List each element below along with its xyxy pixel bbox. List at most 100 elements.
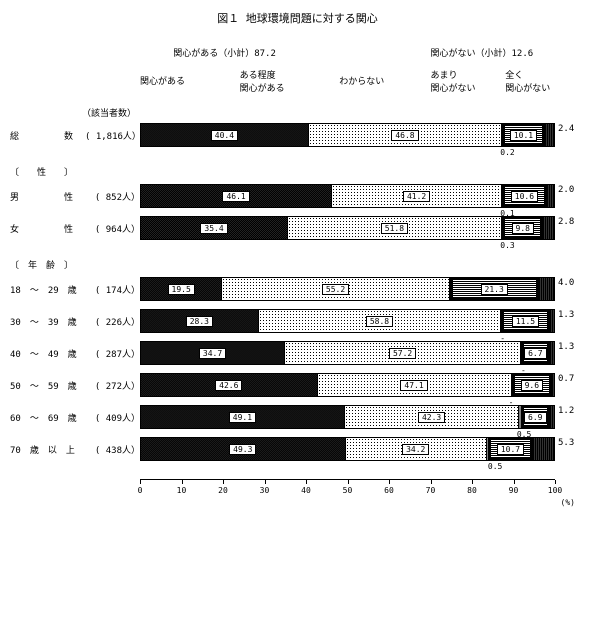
bar-segment: 46.1	[141, 185, 331, 207]
bar-segment: 42.6	[141, 374, 317, 396]
legend-subtotal-right: 関心がない（小計）12.6	[431, 46, 534, 59]
axis-tick-label: 10	[177, 486, 187, 495]
row-label: 30 ～ 39 歳	[10, 315, 85, 328]
section-age: 〔 年 齢 〕	[10, 258, 555, 271]
bar-segment: 51.8	[287, 217, 501, 239]
bar-segment: 42.3	[344, 406, 519, 428]
bar-segment: 6.7	[521, 342, 549, 364]
bar: 19.555.221.34.0	[140, 277, 555, 301]
axis-tick-label: 90	[509, 486, 519, 495]
end-value: 5.3	[558, 438, 574, 448]
chart-area: 関心がある（小計）87.2 関心がない（小計）12.6 関心がある ある程度関心…	[140, 46, 555, 505]
legend: 関心がある（小計）87.2 関心がない（小計）12.6 関心がある ある程度関心…	[140, 46, 555, 106]
end-value: 2.0	[558, 185, 574, 195]
axis-tick	[555, 480, 556, 484]
section-gender: 〔 性 〕	[10, 165, 555, 178]
axis-tick-label: 70	[426, 486, 436, 495]
row-label: 40 ～ 49 歳	[10, 347, 85, 360]
end-value: 4.0	[558, 278, 574, 288]
end-value: 0.7	[558, 374, 574, 384]
axis-tick	[389, 480, 390, 484]
axis-tick	[223, 480, 224, 484]
row-count: ( 438人）	[85, 443, 140, 456]
data-row: 40 ～ 49 歳( 287人）34.757.26.71.3-	[140, 341, 555, 365]
bar-segment	[549, 342, 554, 364]
data-row: 30 ～ 39 歳( 226人）28.358.811.51.3-	[140, 309, 555, 333]
axis-tick	[348, 480, 349, 484]
row-label: 18 ～ 29 歳	[10, 283, 85, 296]
axis-tick	[431, 480, 432, 484]
row-count: ( 174人）	[85, 283, 140, 296]
end-value: 1.2	[558, 406, 574, 416]
end-value: 1.3	[558, 342, 574, 352]
bar-segment: 55.2	[221, 278, 448, 300]
axis-unit: (%)	[561, 498, 575, 507]
data-row: 50 ～ 59 歳( 272人）42.647.19.60.7-	[140, 373, 555, 397]
bar-segment: 47.1	[317, 374, 511, 396]
bar-segment: 34.2	[345, 438, 486, 460]
segment-value: 10.7	[497, 444, 524, 455]
bar-segment: 35.4	[141, 217, 287, 239]
bar-segment	[546, 185, 554, 207]
bar-segment: 9.8	[502, 217, 542, 239]
segment-value: 11.5	[512, 316, 539, 327]
bar-segment: 6.9	[521, 406, 549, 428]
bar-segment: 57.2	[284, 342, 520, 364]
segment-value: 47.1	[400, 380, 427, 391]
segment-value: 6.7	[524, 348, 546, 359]
bar-segment: 10.7	[488, 438, 532, 460]
bar-segment: 58.8	[258, 310, 501, 332]
segment-value: 42.3	[418, 412, 445, 423]
segment-value: 9.8	[512, 223, 534, 234]
bar: 49.334.210.75.30.5	[140, 437, 555, 461]
bar-segment	[538, 278, 554, 300]
bar-segment: 40.4	[141, 124, 308, 146]
segment-value: 40.4	[211, 130, 238, 141]
segment-value: 10.6	[511, 191, 538, 202]
legend-cat4: あまり関心がない	[431, 68, 476, 94]
bar-segment	[549, 406, 554, 428]
bar-segment	[544, 124, 554, 146]
row-label: 女 性	[10, 222, 85, 235]
data-row: 70 歳 以 上( 438人）49.334.210.75.30.5	[140, 437, 555, 461]
segment-value: 46.1	[222, 191, 249, 202]
bar-segment: 28.3	[141, 310, 258, 332]
bar-segment: 11.5	[501, 310, 548, 332]
segment-value: 55.2	[322, 284, 349, 295]
bar: 35.451.89.82.80.3	[140, 216, 555, 240]
axis-tick-label: 20	[218, 486, 228, 495]
segment-value: 51.8	[381, 223, 408, 234]
segment-value: 28.3	[186, 316, 213, 327]
x-axis: (%) 0102030405060708090100	[140, 479, 555, 505]
below-note: 0.3	[500, 241, 514, 250]
bar: 40.446.810.12.40.2	[140, 123, 555, 147]
segment-value: 57.2	[389, 348, 416, 359]
bar-segment: 49.1	[141, 406, 344, 428]
count-header: （該当者数）	[82, 106, 555, 119]
row-count: ( 409人）	[85, 411, 140, 424]
axis-tick	[472, 480, 473, 484]
segment-value: 42.6	[215, 380, 242, 391]
segment-value: 19.5	[168, 284, 195, 295]
row-label: 60 ～ 69 歳	[10, 411, 85, 424]
legend-cat3: わからない	[339, 74, 384, 87]
bar-segment: 21.3	[450, 278, 538, 300]
legend-cat5: 全く関心がない	[505, 68, 550, 94]
data-row: 女 性( 964人）35.451.89.82.80.3	[140, 216, 555, 240]
bar-segment	[551, 374, 554, 396]
row-label: 総 数	[10, 129, 85, 142]
bar-segment: 41.2	[331, 185, 501, 207]
chart-title: 図１ 地球環境問題に対する関心	[10, 10, 585, 26]
below-note: 0.2	[500, 148, 514, 157]
data-row: 総 数( 1,816人）40.446.810.12.40.2	[140, 123, 555, 147]
bar-segment: 46.8	[308, 124, 501, 146]
bar: 34.757.26.71.3-	[140, 341, 555, 365]
bar: 28.358.811.51.3-	[140, 309, 555, 333]
segment-value: 35.4	[200, 223, 227, 234]
segment-value: 41.2	[403, 191, 430, 202]
bar-segment: 10.6	[502, 185, 546, 207]
segment-value: 49.3	[229, 444, 256, 455]
bar-segment: 19.5	[141, 278, 221, 300]
row-count: ( 287人）	[85, 347, 140, 360]
row-count: ( 226人）	[85, 315, 140, 328]
